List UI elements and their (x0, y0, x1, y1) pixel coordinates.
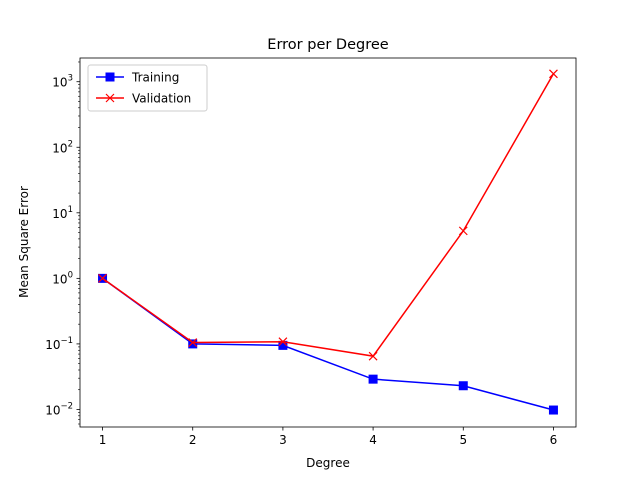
data-point (98, 273, 107, 283)
x-axis: 1 2 3 4 5 6 (99, 427, 558, 447)
axes-frame (79, 57, 577, 428)
y-tick-label: 101 (52, 205, 73, 221)
x-tick-label: 3 (279, 433, 287, 447)
legend-item-validation: Validation (96, 92, 191, 106)
x-axis-label: Degree (306, 456, 350, 470)
x-tick-label: 6 (550, 433, 558, 447)
data-point (549, 69, 558, 79)
y-tick-label: 10−1 (45, 336, 73, 352)
data-point (458, 381, 468, 391)
y-tick-label: 10−2 (45, 401, 73, 417)
plot-area (79, 57, 577, 428)
y-tick-label: 102 (52, 139, 73, 155)
data-point (278, 337, 288, 347)
data-point (188, 338, 198, 347)
legend-marker (105, 72, 115, 82)
data-point (458, 226, 468, 236)
data-point (548, 405, 558, 415)
y-tick-label: 100 (52, 270, 73, 286)
data-point (368, 351, 378, 361)
x-tick-label: 1 (99, 433, 107, 447)
x-tick-label: 5 (459, 433, 467, 447)
series-line (102, 277, 554, 411)
y-axis-label: Mean Square Error (17, 186, 31, 298)
x-tick-label: 2 (189, 433, 197, 447)
series-line (102, 73, 555, 357)
data-point (188, 339, 198, 349)
data-point (368, 374, 378, 384)
legend-item-training: Training (96, 71, 179, 85)
y-tick-label: 103 (52, 74, 73, 90)
series-layer (98, 69, 558, 415)
legend-label: Training (131, 71, 179, 85)
chart-title: Error per Degree (267, 37, 389, 53)
legend: Training Validation (87, 64, 208, 112)
legend-label: Validation (132, 92, 191, 106)
series-validation (98, 69, 558, 361)
series-training (98, 273, 558, 415)
legend-marker (105, 93, 115, 103)
x-tick-label: 4 (369, 433, 377, 447)
y-axis: 10−2 10−1 100 101 102 103 (45, 61, 80, 425)
